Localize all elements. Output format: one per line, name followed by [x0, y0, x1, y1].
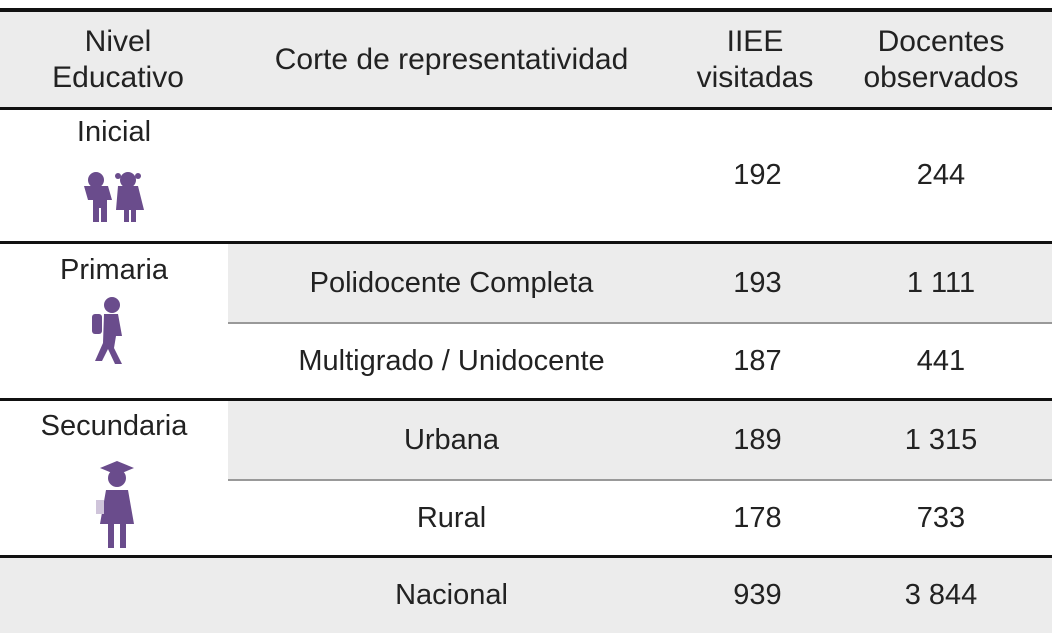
cell: Nacional [395, 579, 508, 612]
cell: 939 [733, 579, 782, 612]
row-bg [228, 400, 1052, 480]
rule [228, 479, 1052, 481]
header: Nivel Educativo [52, 24, 184, 94]
cell: Rural [416, 501, 487, 534]
row-bg [0, 557, 1052, 633]
cell: 192 [733, 159, 782, 192]
cell: 193 [733, 266, 782, 299]
level: Inicial [76, 116, 152, 148]
cell: Multigrado / Unidocente [298, 344, 605, 377]
rule [0, 241, 1052, 244]
header: Docentes observados [863, 24, 1019, 94]
cell: 733 [916, 501, 966, 534]
rule [0, 107, 1052, 110]
cell: 244 [916, 159, 966, 192]
rule [0, 555, 1052, 558]
row-bg [228, 243, 1052, 323]
student-icon [92, 297, 122, 364]
cell: 1 315 [904, 423, 978, 456]
cell: 178 [733, 501, 782, 534]
cell: 3 844 [904, 579, 978, 612]
rule [228, 322, 1052, 324]
rule [0, 8, 1052, 12]
kids-icon [84, 172, 144, 222]
cell: 187 [733, 344, 782, 377]
header: IIEE visitadas [696, 24, 814, 94]
header: Corte de representatividad [274, 42, 629, 76]
level: Secundaria [40, 410, 188, 442]
cell: 189 [733, 423, 782, 456]
cell: 1 111 [906, 266, 976, 299]
level: Primaria [60, 254, 168, 286]
header-bg [0, 10, 1052, 108]
graduate-icon [96, 461, 134, 548]
rule [0, 398, 1052, 401]
cell: Polidocente Completa [309, 266, 594, 299]
cell: 441 [916, 344, 966, 377]
cell: Urbana [403, 423, 500, 456]
